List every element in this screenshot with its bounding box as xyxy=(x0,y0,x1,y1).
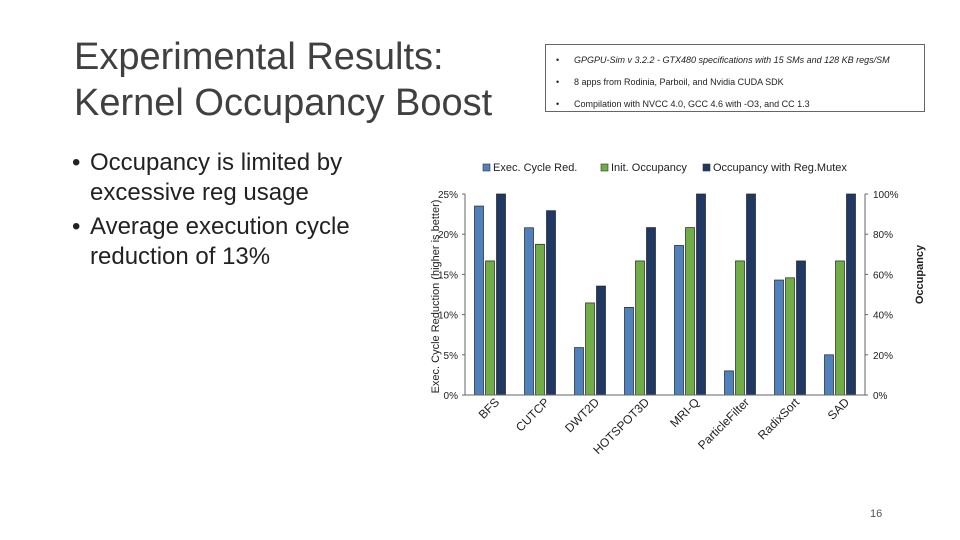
bar xyxy=(474,205,484,396)
x-tick-label: SAD xyxy=(825,395,853,423)
bar xyxy=(546,210,556,396)
bar xyxy=(796,260,806,396)
bar xyxy=(624,307,634,396)
y2-tick-label: 20% xyxy=(873,351,893,362)
y2-tick-label: 0% xyxy=(873,391,888,402)
bar xyxy=(535,243,545,396)
y2-axis-title: Occupancy xyxy=(914,244,926,304)
info-text: GPGPU-Sim v 3.2.2 - GTX480 specification… xyxy=(574,55,890,65)
x-tick-label: MRI-Q xyxy=(667,395,702,430)
bar xyxy=(735,260,745,396)
bar xyxy=(724,370,734,396)
legend-label: Occupancy with Reg.Mutex xyxy=(713,162,847,174)
bullet-text: Occupancy is limited by excessive reg us… xyxy=(90,149,343,206)
bar xyxy=(485,260,495,396)
bar xyxy=(674,245,684,396)
x-tick-label: BFS xyxy=(476,395,502,421)
x-tick-label: ParticleFilter xyxy=(695,395,752,452)
y2-tick-label: 80% xyxy=(873,230,893,241)
y-axis-title: Exec. Cycle Reduction (higher is better) xyxy=(430,200,442,394)
info-item: • GPGPU-Sim v 3.2.2 - GTX480 specificatio… xyxy=(556,49,914,71)
info-item: • 8 apps from Rodinia, Parboil, and Nvidi… xyxy=(556,71,914,93)
y-tick-label: 15% xyxy=(438,270,458,281)
info-box: • GPGPU-Sim v 3.2.2 - GTX480 specificatio… xyxy=(545,44,925,112)
bar xyxy=(574,347,584,396)
page-number: 16 xyxy=(870,508,883,520)
bar xyxy=(785,277,795,396)
legend-label: Init. Occupancy xyxy=(611,162,687,174)
bullet-dot: • xyxy=(556,99,560,109)
bar xyxy=(746,193,756,396)
info-item: • Compilation with NVCC 4.0, GCC 4.6 with… xyxy=(556,93,914,115)
bullet-list: • Occupancy is limited by excessive reg u… xyxy=(72,148,392,276)
y2-tick-label: 40% xyxy=(873,311,893,322)
bullet-dot: • xyxy=(72,149,81,176)
legend-swatch xyxy=(600,163,609,172)
bar xyxy=(496,193,506,396)
y2-tick-label: 100% xyxy=(873,190,899,201)
slide-title: Experimental Results: Kernel Occupancy B… xyxy=(74,36,493,124)
x-tick-label: RadixSort xyxy=(755,395,803,443)
info-text: Compilation with NVCC 4.0, GCC 4.6 with … xyxy=(574,99,810,109)
y-tick-label: 10% xyxy=(438,311,458,322)
x-tick-label: CUTCP xyxy=(513,395,552,434)
bullet-dot: • xyxy=(72,213,81,240)
bullet-dot: • xyxy=(556,55,560,65)
legend-swatch xyxy=(482,163,491,172)
bullet-item: • Average execution cycle reduction of 13… xyxy=(72,212,392,272)
bar xyxy=(635,260,645,396)
legend-swatch xyxy=(702,163,711,172)
y-tick-label: 0% xyxy=(444,391,459,402)
bar xyxy=(524,227,534,396)
y-tick-label: 20% xyxy=(438,230,458,241)
bar xyxy=(696,193,706,396)
y2-tick-label: 60% xyxy=(873,270,893,281)
bullet-dot: • xyxy=(556,77,560,87)
bar xyxy=(596,285,606,396)
bar xyxy=(846,193,856,396)
y-tick-label: 5% xyxy=(444,351,459,362)
bullet-item: • Occupancy is limited by excessive reg u… xyxy=(72,148,392,208)
bar xyxy=(646,227,656,396)
bar xyxy=(585,302,595,396)
bar xyxy=(824,354,834,396)
info-text: 8 apps from Rodinia, Parboil, and Nvidia… xyxy=(574,77,784,87)
bullet-text: Average execution cycle reduction of 13% xyxy=(90,213,350,270)
x-tick-label: DWT2D xyxy=(562,395,602,435)
bar xyxy=(774,279,784,396)
legend-label: Exec. Cycle Red. xyxy=(493,162,577,174)
y-tick-label: 25% xyxy=(438,190,458,201)
bar xyxy=(835,260,845,396)
occupancy-chart: Exec. Cycle Red. Init. Occupancy Occupancy… xyxy=(430,162,926,457)
bar xyxy=(685,227,695,396)
